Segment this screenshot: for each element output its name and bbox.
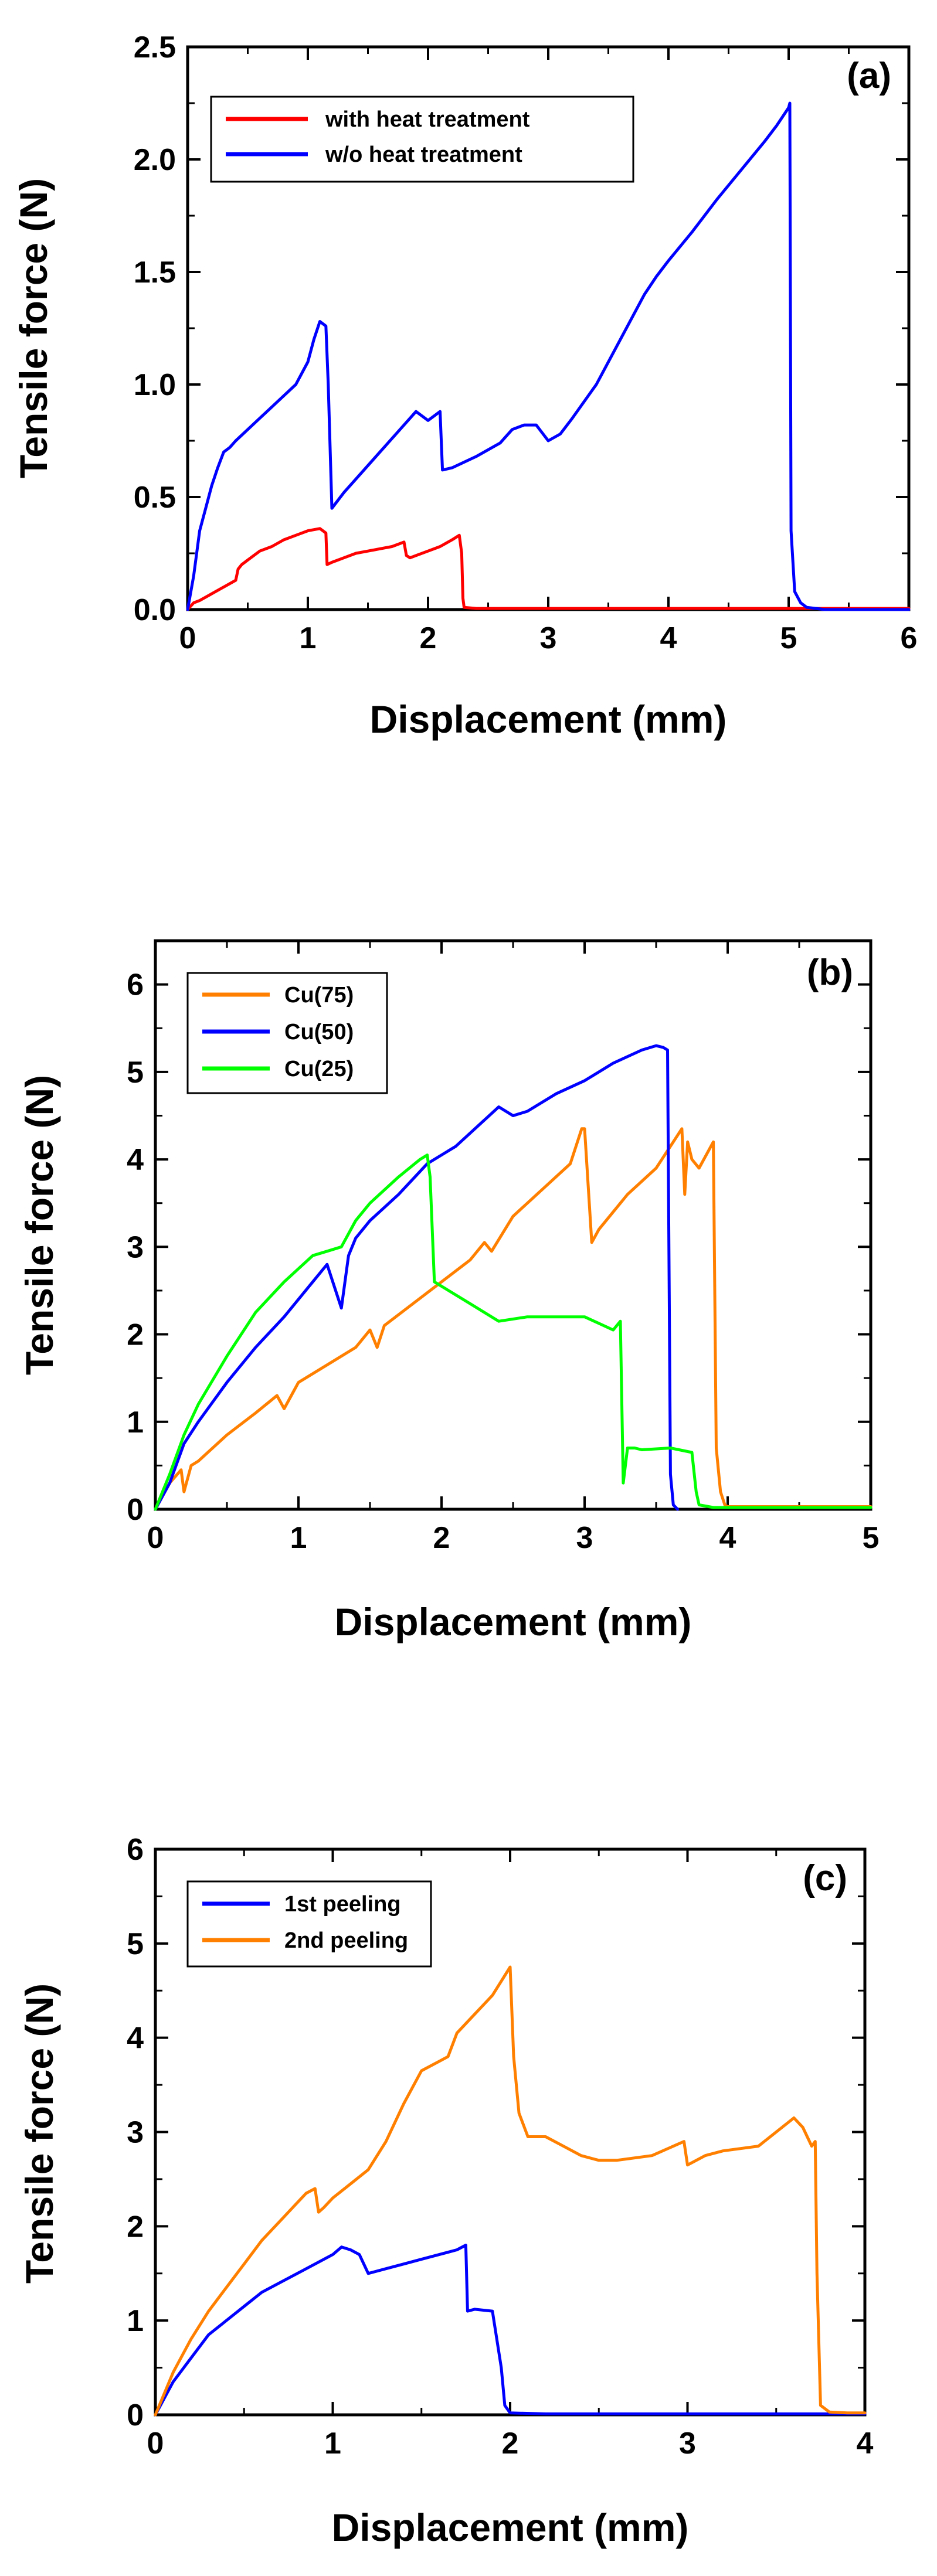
legend-label-1st-peeling: 1st peeling <box>284 1892 401 1917</box>
y-axis-label: Tensile force (N) <box>12 178 55 478</box>
y-tick-label: 5 <box>127 1927 144 1961</box>
y-tick-label: 3 <box>127 1230 144 1264</box>
legend: Cu(75) Cu(50) Cu(25) <box>186 972 388 1094</box>
data-series <box>154 1044 873 1511</box>
legend-box <box>210 96 634 183</box>
y-tick-label: 1 <box>127 1406 144 1440</box>
legend-label-without-heat-treatment: w/o heat treatment <box>325 142 522 167</box>
y-tick-label: 6 <box>127 968 144 1002</box>
panel-label: (a) <box>847 56 891 96</box>
x-tick-labels: 0 1 2 3 4 5 6 <box>179 621 918 655</box>
y-tick-label: 2.5 <box>134 30 176 64</box>
y-tick-label: 5 <box>127 1056 144 1090</box>
x-axis-label: Displacement (mm) <box>335 1600 692 1643</box>
panel-label: (b) <box>807 952 853 993</box>
y-axis-label: Tensile force (N) <box>18 1075 61 1375</box>
y-tick-label: 2 <box>127 1318 144 1352</box>
series-line-w-o-heat-treatment <box>186 101 911 611</box>
y-tick-label: 0 <box>127 1493 144 1527</box>
y-tick-labels: 0 1 2 3 4 5 6 <box>127 968 144 1527</box>
series-line-1st-peeling <box>154 2244 867 2417</box>
x-tick-label: 1 <box>300 621 317 655</box>
series-line-2nd-peeling <box>154 1965 867 2417</box>
x-tick-label: 1 <box>290 1521 307 1555</box>
x-tick-label: 0 <box>147 2427 164 2461</box>
series-line-with-heat-treatment <box>186 527 911 611</box>
x-tick-label: 4 <box>660 621 677 655</box>
legend-label-2nd-peeling: 2nd peeling <box>284 1928 408 1953</box>
x-tick-label: 3 <box>576 1521 593 1555</box>
legend: with heat treatment w/o heat treatment <box>210 96 634 183</box>
data-series <box>154 1965 867 2417</box>
x-axis-label: Displacement (mm) <box>332 2506 689 2549</box>
chart-panel-c: 0 1 2 3 4 5 6 0 1 2 3 4 (c) Displacement (mm) Tens… <box>18 1833 874 2549</box>
series-line-cu-50 <box>154 1044 680 1511</box>
chart-panel-b: 0 1 2 3 4 5 6 0 1 2 3 4 5 (b) Displacement (mm) Ten… <box>18 939 880 1643</box>
legend-label-cu25: Cu(25) <box>284 1057 354 1081</box>
series-line-cu-75 <box>154 1127 873 1511</box>
y-tick-labels: 0.0 0.5 1.0 1.5 2.0 2.5 <box>134 30 176 627</box>
x-tick-label: 2 <box>420 621 437 655</box>
y-tick-label: 1.5 <box>134 256 176 290</box>
y-tick-label: 0.0 <box>134 593 176 627</box>
y-tick-label: 0.5 <box>134 481 176 515</box>
x-tick-label: 2 <box>433 1521 450 1555</box>
y-tick-label: 2.0 <box>134 143 176 177</box>
y-tick-label: 3 <box>127 2116 144 2150</box>
x-tick-label: 3 <box>540 621 557 655</box>
legend: 1st peeling 2nd peeling <box>186 1880 432 1968</box>
y-tick-label: 4 <box>127 1143 144 1177</box>
x-tick-label: 4 <box>857 2427 874 2461</box>
y-tick-labels: 0 1 2 3 4 5 6 <box>127 1833 144 2432</box>
y-tick-label: 1 <box>127 2304 144 2338</box>
y-tick-label: 4 <box>127 2022 144 2056</box>
x-axis-label: Displacement (mm) <box>370 697 727 741</box>
y-tick-label: 6 <box>127 1833 144 1867</box>
y-tick-label: 0 <box>127 2398 144 2432</box>
x-tick-labels: 0 1 2 3 4 <box>147 2427 874 2461</box>
x-tick-label: 1 <box>324 2427 341 2461</box>
x-tick-label: 0 <box>147 1521 164 1555</box>
x-tick-label: 3 <box>679 2427 696 2461</box>
x-tick-label: 5 <box>780 621 797 655</box>
legend-label-cu75: Cu(75) <box>284 983 354 1008</box>
x-tick-label: 2 <box>502 2427 519 2461</box>
x-tick-labels: 0 1 2 3 4 5 <box>147 1521 880 1555</box>
legend-label-with-heat-treatment: with heat treatment <box>325 107 530 132</box>
x-tick-label: 6 <box>901 621 918 655</box>
legend-box <box>186 1880 432 1968</box>
y-axis-label: Tensile force (N) <box>18 1983 61 2284</box>
x-tick-label: 0 <box>179 621 196 655</box>
chart-panel-a: 0.0 0.5 1.0 1.5 2.0 2.5 0 1 2 3 4 5 6 (a) Displacem… <box>12 30 917 741</box>
series-line-cu-25 <box>154 1153 873 1511</box>
data-series <box>186 101 911 611</box>
panel-label: (c) <box>803 1858 847 1898</box>
x-tick-label: 4 <box>719 1521 736 1555</box>
y-tick-label: 1.0 <box>134 368 176 402</box>
x-tick-label: 5 <box>863 1521 880 1555</box>
y-tick-label: 2 <box>127 2210 144 2244</box>
legend-label-cu50: Cu(50) <box>284 1020 354 1044</box>
